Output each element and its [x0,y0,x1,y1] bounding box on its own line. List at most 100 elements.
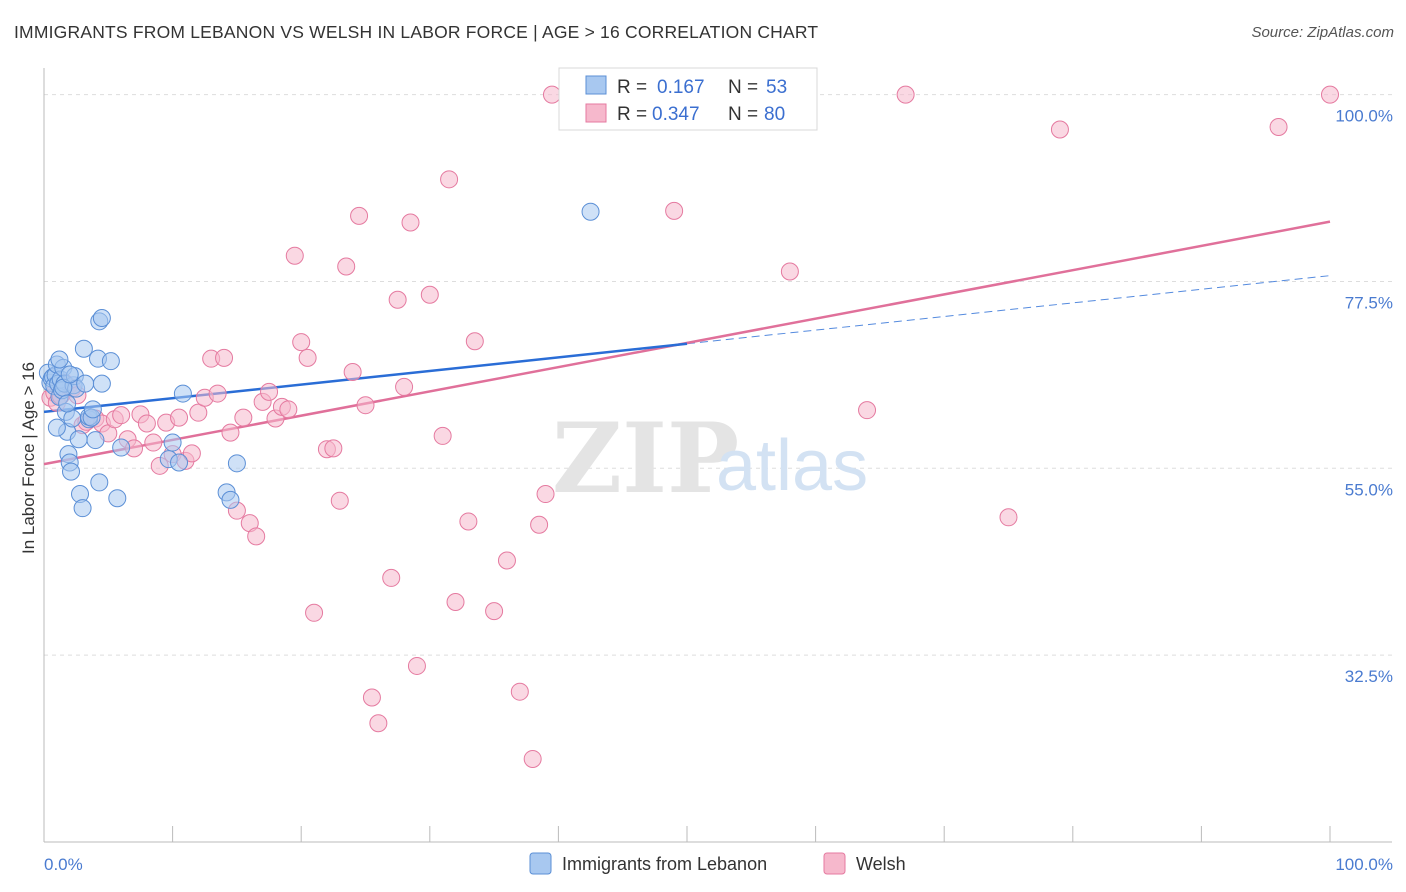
lebanon-points [38,202,600,518]
watermark-zip: ZIP [552,402,739,515]
lebanon-point [63,409,82,428]
lebanon-point [92,374,111,393]
welsh-point [420,285,439,304]
welsh-point [350,206,369,225]
welsh-point [497,551,516,570]
lebanon-point [101,352,120,371]
lebanon-point [227,454,246,473]
welsh-point [858,401,877,420]
welsh-point [510,682,529,701]
lebanon-point [112,438,131,457]
legend-r-value-lebanon: 0.167 [657,77,705,98]
welsh-point [1269,117,1288,136]
welsh-point [137,414,156,433]
legend-r-value-welsh: 0.347 [652,104,700,125]
welsh-point [1321,85,1339,104]
welsh-point [395,377,414,396]
chart-title: IMMIGRANTS FROM LEBANON VS WELSH IN LABO… [14,22,819,42]
lebanon-point [58,394,77,413]
welsh-point [144,433,163,452]
welsh-point [221,423,240,442]
legend-n-label-lebanon: N = [728,77,758,98]
welsh-point [356,396,375,415]
welsh-point [189,403,208,422]
lebanon-trend-line [43,342,688,414]
welsh-point [337,257,356,276]
labels-layer: 32.5% 55.0% 77.5% 100.0% 0.0% 100.0% [44,107,1393,874]
welsh-point [536,485,555,504]
welsh-point [170,408,189,427]
welsh-point [215,348,234,367]
legend-n-value-lebanon: 53 [766,77,787,98]
bottom-legend: Immigrants from Lebanon Welsh [529,852,906,875]
welsh-point [465,332,484,351]
lebanon-point [163,433,182,452]
bottom-legend-label-lebanon: Immigrants from Lebanon [562,854,767,874]
welsh-point [523,749,542,768]
lebanon-point [108,489,127,508]
chart-source: Source: ZipAtlas.com [1251,24,1394,41]
bottom-legend-label-welsh: Welsh [856,854,906,874]
lebanon-point [170,453,189,472]
welsh-trend-line [43,220,1331,466]
legend-r-label-lebanon: R = [617,77,647,98]
welsh-point [999,508,1018,527]
welsh-point [665,201,684,220]
y-axis-title: In Labor Force | Age > 16 [19,362,38,554]
welsh-point [285,246,304,265]
welsh-point [459,512,478,531]
lebanon-point [173,384,192,403]
lebanon-point [69,430,88,449]
welsh-point [1050,120,1069,139]
welsh-point [530,515,549,534]
lebanon-trend-extension [686,275,1331,345]
welsh-point [485,602,504,621]
x-tick-label-end: 100.0% [1335,855,1393,874]
legend-swatch-lebanon [585,75,607,95]
welsh-point [433,426,452,445]
welsh-point [298,348,317,367]
axes-layer [43,68,1392,843]
lebanon-point [221,490,240,509]
bottom-legend-swatch-lebanon [529,852,552,875]
welsh-point [440,170,459,189]
welsh-point [446,593,465,612]
trend-layer [43,220,1331,466]
welsh-point [324,439,343,458]
welsh-point [407,656,426,675]
welsh-point [112,406,131,425]
x-tick-label-start: 0.0% [44,855,83,874]
lebanon-point [47,418,66,437]
welsh-point [343,362,362,381]
lebanon-point [83,400,102,419]
welsh-point [896,85,915,104]
legend-box: R = 0.167 N = 53 R = 0.347 N = 80 [558,67,818,131]
legend-n-value-welsh: 80 [764,104,785,125]
welsh-point [247,527,266,546]
lebanon-point [86,431,105,450]
lebanon-point [90,473,109,492]
welsh-point [388,290,407,309]
legend-swatch-welsh [585,103,607,123]
bottom-legend-swatch-welsh [823,852,846,875]
y-tick-label: 77.5% [1345,293,1393,312]
lebanon-point [60,365,79,384]
lebanon-point [73,499,92,518]
grid-layer [44,94,1392,656]
lebanon-point [62,462,81,481]
lebanon-point [50,350,69,369]
lebanon-point [92,308,111,327]
y-tick-label: 32.5% [1345,667,1393,686]
welsh-point [234,408,253,427]
legend-r-label-welsh: R = [617,104,647,125]
welsh-point [362,688,381,707]
y-tick-label: 100.0% [1335,107,1393,126]
lebanon-point [74,339,93,358]
welsh-point [401,213,420,232]
welsh-point [279,400,298,419]
y-tick-label: 55.0% [1345,480,1393,499]
legend-n-label-welsh: N = [728,104,758,125]
welsh-point [780,262,799,281]
lebanon-point [76,374,95,393]
